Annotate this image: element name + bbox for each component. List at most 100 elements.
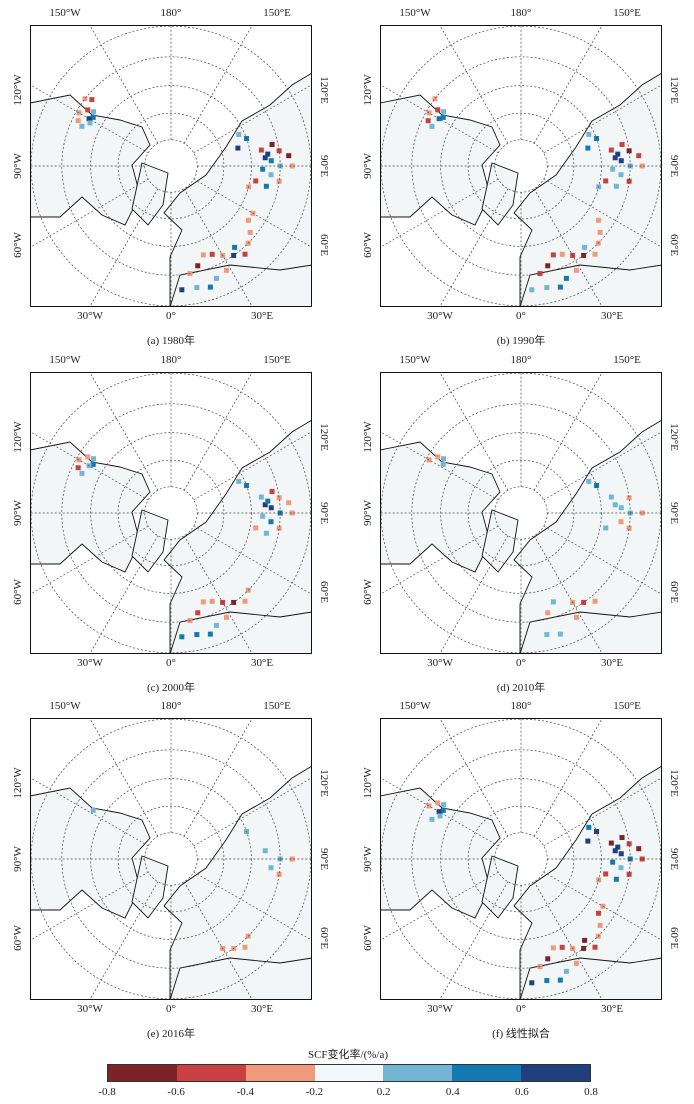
colorbar-bin: [521, 1065, 591, 1081]
data-cell: [582, 244, 588, 250]
meridian: [183, 372, 253, 491]
colorbar-tick-label: -0.4: [236, 1086, 254, 1098]
lon-label-right: 90°E: [668, 501, 680, 525]
data-cell: [276, 871, 282, 877]
meridian: [533, 372, 603, 491]
latitude-circle: [61, 56, 281, 276]
land: [163, 419, 312, 654]
data-cell: [559, 251, 565, 257]
meridian: [380, 84, 499, 154]
lon-label-right: 120°E: [668, 76, 680, 104]
lon-label-right: 120°E: [668, 769, 680, 797]
data-cell: [247, 229, 253, 235]
data-cell: [276, 148, 282, 154]
data-cell: [268, 519, 274, 525]
land: [519, 957, 662, 1000]
lon-label-right: 60°E: [668, 233, 680, 257]
data-cell: [425, 118, 431, 124]
colorbar-bin: [314, 1065, 384, 1081]
lon-label-right: 120°E: [318, 769, 330, 797]
map-panel-4: [380, 372, 662, 654]
map-content: [380, 372, 662, 654]
data-cell: [426, 110, 432, 116]
meridian: [183, 25, 253, 144]
meridian: [193, 525, 312, 595]
map-content: [30, 25, 312, 307]
data-cell: [435, 800, 441, 806]
lon-label-right: 60°E: [668, 580, 680, 604]
data-cell: [557, 631, 563, 637]
frame: [30, 25, 312, 307]
meridian: [89, 188, 159, 307]
colorbar-bin: [245, 1065, 315, 1081]
lon-label-top: 150°E: [263, 700, 291, 712]
data-cell: [289, 856, 295, 862]
data-cell: [289, 163, 295, 169]
meridian: [380, 431, 499, 501]
latitude-circle: [440, 85, 602, 247]
map-content: [30, 718, 312, 1000]
data-cell: [253, 525, 259, 531]
lon-label-right: 60°E: [668, 926, 680, 950]
map-svg: [380, 372, 662, 654]
data-cell: [603, 871, 609, 877]
meridian: [543, 777, 662, 847]
meridian: [30, 84, 149, 154]
data-cell: [85, 454, 91, 460]
latitude-circle: [90, 85, 252, 247]
land: [513, 765, 662, 1000]
data-cell: [85, 107, 91, 113]
data-cell: [597, 922, 603, 928]
frame: [380, 372, 662, 654]
data-cell: [563, 275, 569, 281]
land: [481, 855, 519, 919]
data-cell: [626, 495, 632, 501]
map-svg: [380, 718, 662, 1000]
data-cell: [619, 835, 625, 841]
land: [380, 441, 501, 573]
land: [513, 419, 662, 654]
latitude-circle: [117, 459, 225, 567]
land: [30, 441, 151, 573]
data-cell: [619, 142, 625, 148]
meridian: [439, 881, 509, 1000]
meridian: [380, 525, 499, 595]
lon-label-bottom: 0°: [516, 1003, 526, 1015]
data-cell: [573, 960, 579, 966]
latitude-circle: [440, 778, 602, 940]
meridian: [30, 777, 149, 847]
lon-label-top: 150°W: [399, 700, 431, 712]
meridian: [533, 718, 603, 837]
latitude-circle: [467, 805, 575, 913]
meridian: [439, 372, 509, 491]
map-panel-2: [380, 25, 662, 307]
panel-caption: (e) 2016年: [147, 1028, 195, 1040]
lon-label-left: 90°W: [362, 500, 374, 526]
meridian: [533, 535, 603, 654]
data-cell: [260, 513, 266, 519]
lon-label-top: 180°: [510, 700, 532, 712]
data-cell: [592, 944, 598, 950]
land: [163, 72, 312, 307]
map-content: [30, 372, 312, 654]
latitude-circle: [61, 403, 281, 623]
data-cell: [626, 178, 632, 184]
lon-label-bottom: 30°E: [600, 1003, 624, 1015]
data-cell: [595, 910, 601, 916]
data-cell: [195, 610, 201, 616]
lon-label-bottom: 30°W: [427, 1003, 453, 1015]
land: [519, 264, 662, 307]
data-cell: [585, 145, 591, 151]
lon-label-bottom: 30°E: [600, 310, 624, 322]
meridian: [439, 718, 509, 837]
lon-label-right: 90°E: [318, 501, 330, 525]
data-cell: [544, 978, 550, 984]
meridian: [30, 178, 149, 248]
data-cell: [268, 505, 274, 511]
lon-label-bottom: 30°W: [427, 310, 453, 322]
data-cell: [441, 802, 447, 808]
land: [131, 855, 169, 919]
map-panel-5: [30, 718, 312, 1000]
colorbar-bin: [108, 1065, 177, 1081]
data-cell: [263, 183, 269, 189]
